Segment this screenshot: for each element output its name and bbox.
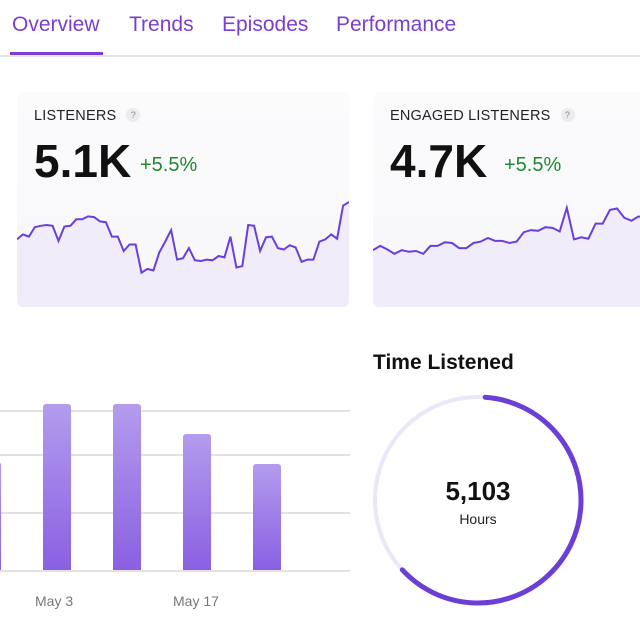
gridline bbox=[0, 410, 350, 412]
x-tick-label: May 3 bbox=[35, 593, 74, 609]
listeners-card[interactable]: LISTENERS? 5.1K +5.5% bbox=[17, 92, 349, 307]
listeners-sparkline bbox=[17, 201, 349, 307]
bar[interactable] bbox=[113, 404, 141, 570]
x-tick-label: May 17 bbox=[173, 593, 219, 609]
engaged-listeners-card[interactable]: ENGAGED LISTENERS? 4.7K +5.5% bbox=[373, 92, 640, 307]
bar[interactable] bbox=[183, 433, 211, 570]
help-icon[interactable]: ? bbox=[126, 108, 141, 122]
active-tab-indicator bbox=[10, 52, 103, 55]
engaged-listeners-value: 4.7K bbox=[390, 135, 488, 187]
tab-performance[interactable]: Performance bbox=[336, 13, 457, 36]
time-listened-title: Time Listened bbox=[373, 351, 514, 374]
time-listened-unit: Hours bbox=[459, 511, 497, 527]
help-icon[interactable]: ? bbox=[560, 108, 575, 122]
ring-progress bbox=[372, 394, 584, 606]
listeners-change: +5.5% bbox=[140, 154, 198, 176]
bar[interactable] bbox=[0, 462, 1, 570]
tab-trends[interactable]: Trends bbox=[129, 13, 194, 36]
tab-overview[interactable]: Overview bbox=[12, 13, 100, 36]
tab-bar: Overview Trends Episodes Performance bbox=[0, 0, 640, 57]
engaged-listeners-sparkline bbox=[373, 203, 640, 307]
card-label-text: ENGAGED LISTENERS bbox=[390, 108, 551, 124]
card-label: LISTENERS? bbox=[34, 108, 141, 124]
engaged-listeners-change: +5.5% bbox=[504, 154, 562, 176]
card-label-text: LISTENERS bbox=[34, 108, 117, 124]
sparkline-area bbox=[17, 202, 349, 307]
time-listened-value: 5,103 bbox=[445, 476, 511, 506]
bar[interactable] bbox=[253, 463, 281, 570]
gridline bbox=[0, 570, 350, 572]
sparkline-area bbox=[373, 207, 640, 307]
bar[interactable] bbox=[43, 404, 71, 570]
listeners-value: 5.1K bbox=[34, 135, 132, 187]
card-label: ENGAGED LISTENERS? bbox=[390, 108, 575, 124]
sparkline-line bbox=[373, 203, 640, 255]
gridline bbox=[0, 512, 350, 514]
gridline bbox=[0, 454, 350, 456]
time-listened-ring bbox=[372, 394, 584, 606]
tab-episodes[interactable]: Episodes bbox=[222, 13, 309, 36]
sparkline-line bbox=[17, 201, 349, 275]
